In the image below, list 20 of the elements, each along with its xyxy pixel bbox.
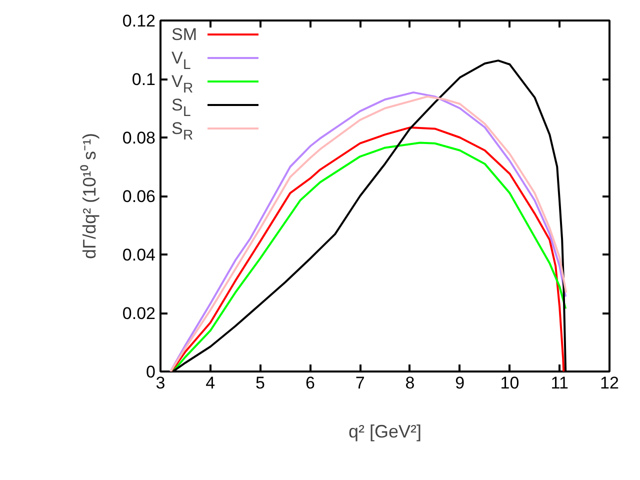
y-tick-label: 0.08 bbox=[122, 128, 156, 148]
x-tick-label: 5 bbox=[256, 374, 266, 392]
y-tick-label: 0.06 bbox=[122, 187, 156, 206]
y-tick-label: 0.04 bbox=[122, 246, 156, 264]
x-tick-label: 3 bbox=[156, 374, 166, 392]
x-tick-label: 7 bbox=[355, 374, 365, 392]
x-tick-label: 8 bbox=[405, 374, 415, 392]
x-tick-label: 6 bbox=[305, 374, 315, 392]
x-tick-label: 4 bbox=[206, 374, 216, 392]
x-tick-label: 9 bbox=[455, 374, 465, 392]
y-tick-label: 0.1 bbox=[132, 70, 156, 89]
x-tick-label: 11 bbox=[550, 374, 568, 392]
x-tick-label: 12 bbox=[600, 374, 619, 392]
y-tick-label: 0.02 bbox=[122, 304, 156, 323]
y-tick-label: 0 bbox=[146, 362, 156, 382]
x-axis-title: q² [GeV²] bbox=[348, 422, 422, 442]
y-tick-label: 0.12 bbox=[122, 12, 156, 30]
legend-label: SM bbox=[172, 25, 197, 44]
x-tick-label: 10 bbox=[500, 374, 520, 392]
y-axis-title: dΓ/dq² (10¹⁰ s⁻¹) bbox=[79, 133, 100, 259]
